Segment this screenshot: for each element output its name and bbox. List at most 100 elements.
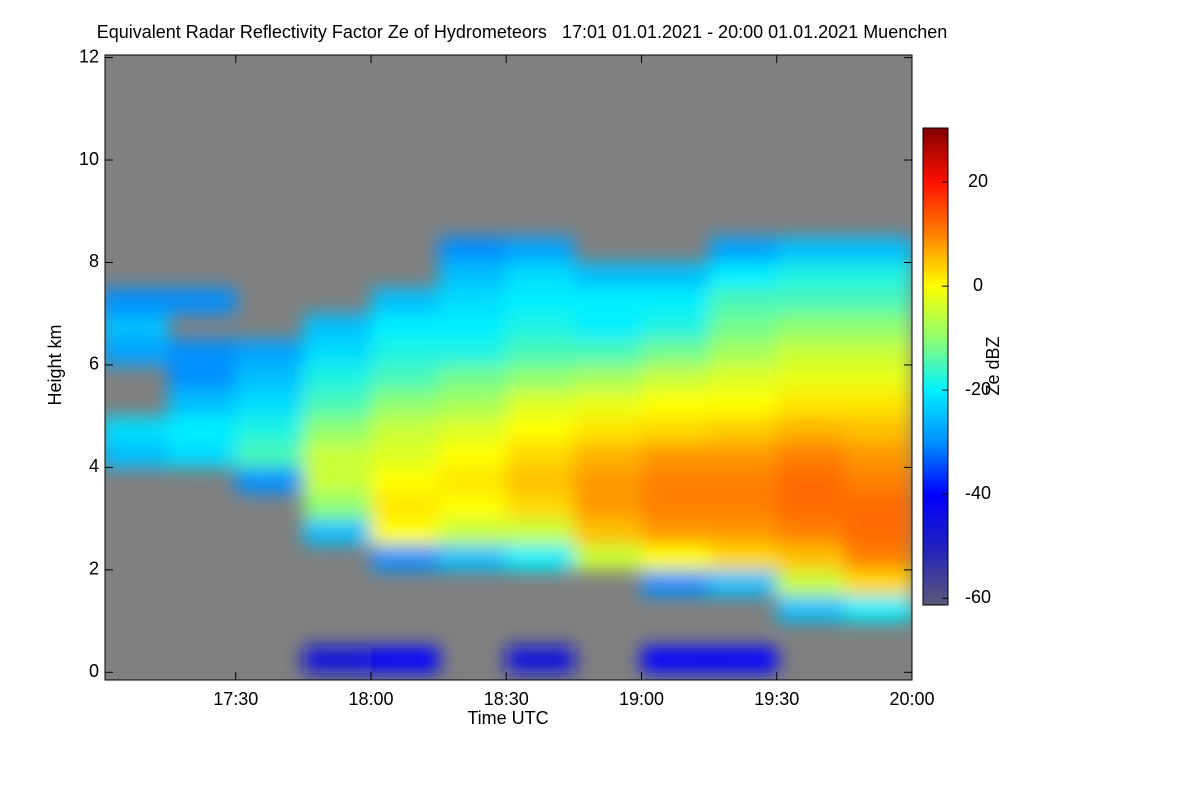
heatmap-cell	[370, 390, 440, 417]
heatmap-cell	[844, 569, 912, 596]
heatmap-cell	[370, 467, 440, 494]
heatmap-cell	[573, 441, 642, 468]
x-axis-label: Time UTC	[467, 708, 548, 728]
heatmap-cell	[709, 493, 778, 520]
heatmap-cell	[844, 493, 912, 520]
heatmap-cell	[573, 364, 642, 392]
heatmap-cell	[105, 441, 169, 468]
heatmap-cell	[844, 364, 912, 392]
heatmap-cell	[438, 493, 507, 520]
heatmap-cell	[641, 262, 710, 289]
heatmap-cell	[506, 339, 575, 366]
heatmap-cell	[370, 544, 440, 571]
heatmap-cell	[438, 441, 507, 468]
heatmap-cell	[168, 416, 237, 443]
y-tick-label: 12	[79, 46, 99, 66]
heatmap-cell	[168, 339, 237, 366]
heatmap-cell	[370, 313, 440, 340]
heatmap-cell	[776, 364, 845, 392]
heatmap-cell	[709, 518, 778, 545]
heatmap-cell	[709, 236, 778, 263]
heatmap-cell	[303, 441, 372, 468]
heatmap-cell	[709, 467, 778, 494]
heatmap-cell	[168, 390, 237, 417]
heatmap-cell	[506, 544, 575, 571]
heatmap	[105, 236, 912, 673]
heatmap-cell	[641, 390, 710, 417]
heatmap-cell	[105, 288, 169, 315]
heatmap-cell	[370, 518, 440, 545]
heatmap-cell	[105, 313, 169, 340]
heatmap-cell	[438, 544, 507, 571]
heatmap-cell	[709, 544, 778, 571]
heatmap-cell	[776, 544, 845, 571]
heatmap-cell	[303, 313, 372, 340]
heatmap-cell	[438, 262, 507, 289]
heatmap-cell	[776, 339, 845, 366]
y-tick-label: 8	[89, 251, 99, 271]
heatmap-cell	[776, 441, 845, 468]
heatmap-cell	[709, 441, 778, 468]
heatmap-cell	[303, 467, 372, 494]
heatmap-cell	[776, 595, 845, 622]
heatmap-cell	[370, 364, 440, 392]
heatmap-cell	[573, 288, 642, 315]
heatmap-cell	[776, 262, 845, 289]
heatmap-cell	[776, 493, 845, 520]
heatmap-cell	[844, 467, 912, 494]
heatmap-cell	[168, 364, 237, 392]
heatmap-cell	[776, 288, 845, 315]
heatmap-cell	[235, 467, 304, 494]
heatmap-cell	[573, 416, 642, 443]
heatmap-cell	[438, 236, 507, 263]
heatmap-cell	[641, 569, 710, 596]
heatmap-cell	[370, 288, 440, 315]
heatmap-cell	[641, 518, 710, 545]
heatmap-cell	[844, 262, 912, 289]
heatmap-cell	[168, 441, 237, 468]
heatmap-cell	[235, 441, 304, 468]
heatmap-cell	[303, 493, 372, 520]
heatmap-cell	[573, 339, 642, 366]
heatmap-cell	[776, 518, 845, 545]
heatmap-cell	[303, 364, 372, 392]
heatmap-cell	[370, 646, 440, 673]
heatmap-cell	[506, 390, 575, 417]
heatmap-cell	[709, 569, 778, 596]
heatmap-cell	[776, 569, 845, 596]
y-tick-label: 0	[89, 661, 99, 681]
chart-title: Equivalent Radar Reflectivity Factor Ze …	[97, 22, 948, 42]
x-tick-label: 20:00	[889, 689, 934, 709]
heatmap-cell	[641, 288, 710, 315]
heatmap-cell	[235, 364, 304, 392]
heatmap-cell	[844, 544, 912, 571]
heatmap-cell	[438, 288, 507, 315]
colorbar-tick-label: -60	[965, 587, 991, 607]
heatmap-cell	[506, 441, 575, 468]
y-tick-label: 2	[89, 559, 99, 579]
heatmap-cell	[506, 313, 575, 340]
heatmap-cell	[709, 339, 778, 366]
heatmap-cell	[844, 236, 912, 263]
heatmap-cell	[105, 339, 169, 366]
heatmap-cells	[105, 236, 912, 673]
heatmap-cell	[709, 288, 778, 315]
heatmap-cell	[506, 416, 575, 443]
heatmap-cell	[438, 313, 507, 340]
heatmap-cell	[709, 416, 778, 443]
y-tick-label: 4	[89, 456, 99, 476]
heatmap-cell	[844, 288, 912, 315]
heatmap-cell	[573, 390, 642, 417]
heatmap-cell	[438, 364, 507, 392]
heatmap-cell	[573, 493, 642, 520]
heatmap-cell	[844, 313, 912, 340]
heatmap-cell	[370, 416, 440, 443]
heatmap-cell	[573, 262, 642, 289]
heatmap-cell	[235, 339, 304, 366]
plot-frame	[104, 54, 913, 681]
heatmap-cell	[303, 646, 372, 673]
heatmap-cell	[235, 390, 304, 417]
heatmap-cell	[303, 390, 372, 417]
